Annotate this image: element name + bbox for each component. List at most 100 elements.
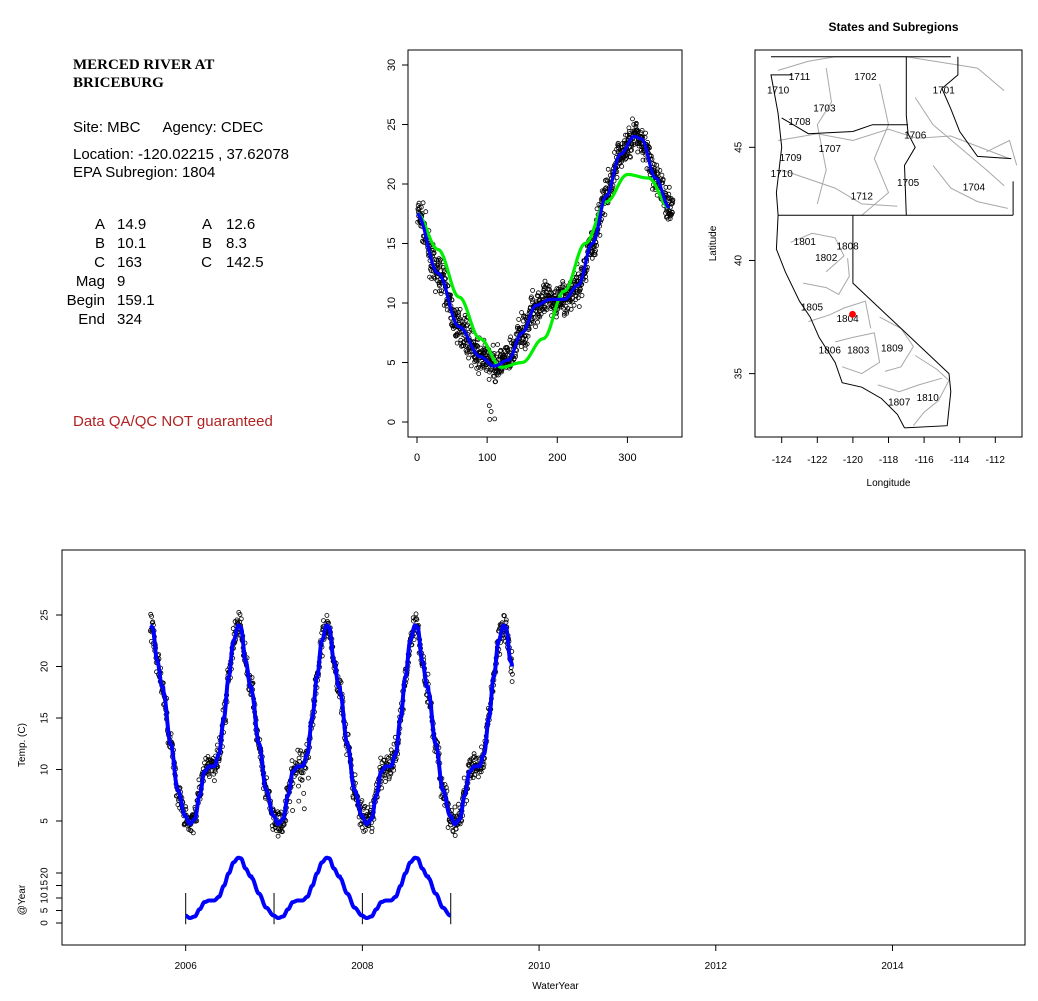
data-point xyxy=(452,804,458,810)
data-point xyxy=(362,827,368,833)
data-point xyxy=(536,290,541,296)
site-agency-line: Site: MBC Agency: CDEC xyxy=(73,119,263,136)
data-point xyxy=(362,803,368,809)
param-value: 12.6 xyxy=(226,216,256,233)
data-point xyxy=(547,289,553,295)
y-tick-label: 30 xyxy=(386,59,398,71)
data-point xyxy=(525,333,531,339)
data-point xyxy=(666,195,671,201)
y-tick-label: 15 xyxy=(386,237,398,249)
subregion-label: 1711 xyxy=(789,72,811,83)
data-point xyxy=(437,264,443,270)
data-point xyxy=(619,163,625,169)
subregion-label: 1803 xyxy=(847,346,870,357)
data-point xyxy=(420,200,426,206)
data-point xyxy=(414,617,420,622)
data-point xyxy=(571,302,577,308)
data-point xyxy=(149,614,155,619)
data-point xyxy=(441,269,447,275)
data-point xyxy=(530,287,535,293)
subregion-boundary xyxy=(808,300,872,329)
site-label: Site: MBC xyxy=(73,119,141,136)
param-label: C xyxy=(94,254,105,271)
data-point xyxy=(485,354,491,360)
data-point xyxy=(547,287,552,292)
data-point xyxy=(436,256,442,262)
data-point xyxy=(486,376,492,382)
data-point xyxy=(513,354,518,359)
param-value: 14.9 xyxy=(117,216,147,233)
param-label: B xyxy=(201,235,212,252)
data-point xyxy=(488,409,494,414)
y-tick-label: 15 xyxy=(40,712,51,724)
data-point xyxy=(492,416,498,422)
y-tick-label: 20 xyxy=(40,661,51,673)
param-value: 10.1 xyxy=(117,235,147,252)
data-point xyxy=(457,306,463,312)
data-point xyxy=(296,783,301,789)
data-point xyxy=(475,774,481,780)
data-point xyxy=(457,316,463,322)
state-border xyxy=(903,56,916,216)
subregion-label: 1702 xyxy=(854,72,877,83)
data-point xyxy=(516,316,522,322)
y-tick-label: 25 xyxy=(386,118,398,130)
data-point xyxy=(510,671,515,677)
data-point xyxy=(238,616,244,622)
y-tick-label: 5 xyxy=(386,359,398,365)
data-point xyxy=(297,750,303,756)
data-point xyxy=(419,238,425,244)
data-point xyxy=(369,825,375,831)
subregion-label: 1808 xyxy=(836,242,859,253)
subregion-boundary xyxy=(790,232,845,273)
param-label: Begin xyxy=(66,292,105,309)
data-point xyxy=(647,145,652,151)
site-marker xyxy=(849,310,856,318)
data-point xyxy=(635,149,641,155)
data-point xyxy=(445,825,451,830)
data-point xyxy=(440,264,446,270)
data-point xyxy=(498,369,504,375)
param-label: End xyxy=(78,311,105,328)
data-point xyxy=(206,771,211,777)
data-point xyxy=(501,613,507,619)
data-point xyxy=(324,613,330,618)
x-tick-label: 0 xyxy=(414,452,420,464)
data-point xyxy=(594,243,599,248)
data-point xyxy=(579,293,585,298)
y-tick-label: 35 xyxy=(734,368,745,380)
subregion-boundary xyxy=(877,377,943,393)
y-tick-label: 20 xyxy=(386,178,398,190)
fit-curve-green xyxy=(416,172,670,369)
data-point xyxy=(564,310,570,316)
subregion-boundary xyxy=(834,332,881,375)
fit-curve-blue xyxy=(416,134,671,368)
data-point xyxy=(290,808,296,813)
subregion-label: 1806 xyxy=(819,346,842,357)
data-point xyxy=(303,765,309,771)
subregion-label: 1708 xyxy=(788,117,811,128)
data-point xyxy=(583,278,589,284)
subregion-boundary xyxy=(986,139,1018,166)
data-point xyxy=(498,347,504,353)
data-point xyxy=(495,351,501,357)
data-point xyxy=(659,172,665,178)
data-point xyxy=(432,289,438,295)
data-point xyxy=(453,826,459,832)
data-point xyxy=(640,157,646,163)
data-point xyxy=(487,416,493,422)
data-point xyxy=(300,770,306,776)
data-point xyxy=(524,341,530,347)
plot-frame xyxy=(61,549,1026,946)
data-point xyxy=(652,166,658,172)
data-point xyxy=(657,167,663,173)
subregion-label: 1712 xyxy=(851,192,874,203)
data-point xyxy=(560,279,566,284)
year-y-tick-label: 15 xyxy=(40,880,51,892)
data-point xyxy=(546,283,552,289)
data-point xyxy=(602,212,608,218)
data-point xyxy=(490,342,496,348)
data-point xyxy=(530,297,536,303)
data-point xyxy=(450,829,456,834)
